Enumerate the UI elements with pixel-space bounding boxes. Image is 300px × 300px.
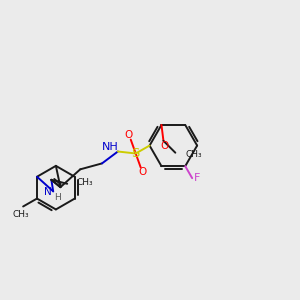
Text: O: O	[160, 141, 169, 151]
Text: CH₃: CH₃	[76, 178, 93, 187]
Text: S: S	[131, 147, 140, 160]
Text: N: N	[44, 187, 52, 197]
Text: O: O	[139, 167, 147, 177]
Text: CH₃: CH₃	[185, 150, 202, 159]
Text: NH: NH	[102, 142, 118, 152]
Text: F: F	[194, 173, 200, 183]
Text: CH₃: CH₃	[13, 210, 29, 219]
Text: O: O	[124, 130, 133, 140]
Text: H: H	[54, 193, 61, 202]
